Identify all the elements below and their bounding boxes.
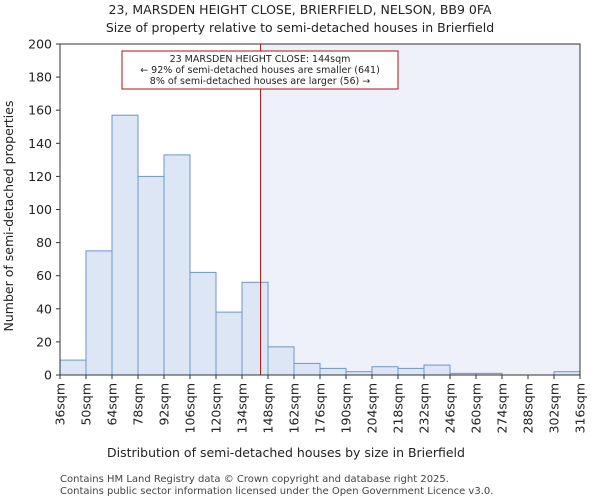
histogram-bar (189, 271, 217, 376)
annotation-line-2: ← 92% of semi-detached houses are smalle… (140, 65, 380, 76)
histogram-bar (111, 114, 139, 376)
x-tick-label: 274sqm (495, 383, 510, 433)
y-tick-label: 140 (28, 136, 52, 151)
histogram-bar (319, 367, 347, 376)
histogram-bar (397, 367, 425, 376)
x-tick-label: 204sqm (365, 383, 380, 433)
footer-line-1: Contains HM Land Registry data © Crown c… (60, 474, 449, 485)
bars-group (59, 114, 581, 376)
x-tick-label: 78sqm (131, 383, 146, 426)
histogram-bar (371, 366, 399, 376)
x-tick-label: 134sqm (235, 383, 250, 433)
chart-title: 23, MARSDEN HEIGHT CLOSE, BRIERFIELD, NE… (109, 2, 492, 17)
annotation-box: 23 MARSDEN HEIGHT CLOSE: 144sqm ← 92% of… (121, 50, 399, 90)
y-tick-label: 80 (36, 235, 52, 250)
x-tick-label: 246sqm (443, 383, 458, 433)
x-tick-label: 218sqm (391, 383, 406, 433)
x-tick-label: 232sqm (417, 383, 432, 433)
x-tick-label: 162sqm (287, 383, 302, 433)
x-tick-label: 260sqm (469, 383, 484, 433)
x-tick-label: 316sqm (573, 383, 588, 433)
footer-line-2: Contains public sector information licen… (60, 486, 493, 497)
x-tick-label: 50sqm (79, 383, 94, 426)
x-tick-label: 176sqm (313, 383, 328, 433)
annotation-line-3: 8% of semi-detached houses are larger (5… (150, 76, 370, 87)
y-tick-label: 100 (28, 202, 52, 217)
histogram-bar (137, 175, 165, 376)
y-tick-label: 180 (28, 70, 52, 85)
x-tick-label: 120sqm (209, 383, 224, 433)
larger-region-shade (260, 44, 580, 375)
x-tick-label: 36sqm (53, 383, 68, 426)
x-tick-label: 64sqm (105, 383, 120, 426)
x-tick-label: 106sqm (183, 383, 198, 433)
x-axis-label: Distribution of semi-detached houses by … (107, 445, 465, 460)
y-tick-label: 120 (28, 169, 52, 184)
histogram-bar (241, 281, 269, 376)
x-tick-label: 190sqm (339, 383, 354, 433)
y-axis-label: Number of semi-detached properties (1, 101, 16, 332)
histogram-bar (423, 364, 451, 376)
chart-subtitle: Size of property relative to semi-detach… (106, 20, 494, 35)
y-tick-label: 40 (36, 301, 52, 316)
histogram-bar (163, 154, 191, 376)
y-tick-label: 160 (28, 103, 52, 118)
histogram-bar (293, 362, 321, 376)
y-tick-label: 0 (44, 368, 52, 383)
x-tick-label: 302sqm (547, 383, 562, 433)
y-tick-label: 20 (36, 334, 52, 349)
y-tick-label: 60 (36, 268, 52, 283)
histogram-bar (215, 311, 243, 376)
y-tick-label: 200 (28, 37, 52, 52)
x-tick-label: 92sqm (157, 383, 172, 426)
x-tick-label: 148sqm (261, 383, 276, 433)
histogram-bar (59, 359, 87, 376)
histogram-bar (85, 250, 113, 376)
x-tick-label: 288sqm (521, 383, 536, 433)
histogram-bar (267, 346, 295, 376)
annotation-border (121, 50, 399, 90)
annotation-line-1: 23 MARSDEN HEIGHT CLOSE: 144sqm (170, 54, 351, 65)
x-axis-ticks: 36sqm 50sqm 64sqm 78sqm 92sqm 106sqm 120sqm 134… (53, 375, 588, 433)
y-axis-ticks: 0 20 40 60 80 100 120 140 160 180 200 (28, 37, 60, 383)
